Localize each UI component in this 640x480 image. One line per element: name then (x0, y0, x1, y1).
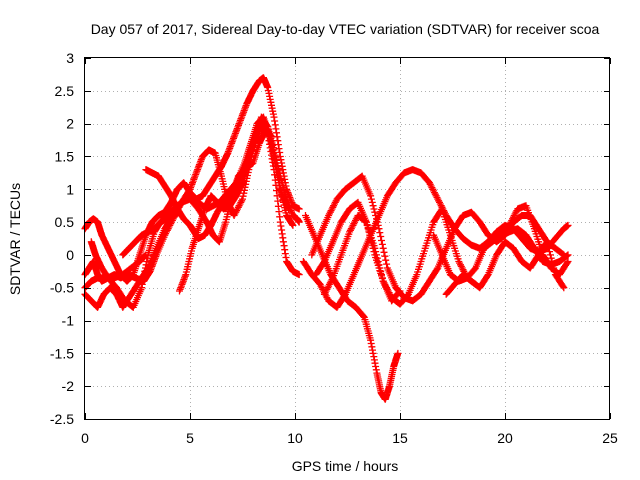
y-tick-label: 2 (66, 116, 74, 132)
series-arc-16 (480, 225, 572, 269)
x-tick-label: 0 (81, 430, 89, 446)
plot-border (84, 57, 610, 420)
y-tick-label: 3 (66, 50, 74, 66)
y-tick-label: -0.5 (50, 280, 74, 296)
series-markers (480, 225, 572, 269)
x-tick-label: 25 (602, 430, 618, 446)
series-arc-13 (320, 212, 404, 305)
x-axis-label: GPS time / hours (292, 458, 399, 474)
y-tick-label: 0 (66, 247, 74, 263)
y-tick-label: -2 (62, 378, 75, 394)
series-markers (320, 212, 404, 305)
y-tick-label: -1.5 (50, 345, 74, 361)
x-tick-label: 5 (186, 430, 194, 446)
x-tick-label: 20 (497, 430, 513, 446)
series-markers (119, 208, 183, 259)
y-tick-label: 1.5 (55, 148, 75, 164)
y-axis-label: SDTVAR / TECUs (7, 183, 23, 295)
x-tick-label: 15 (392, 430, 408, 446)
y-tick-label: 0.5 (55, 214, 75, 230)
series-arc-8 (176, 123, 303, 295)
series-arc-6 (119, 208, 183, 259)
x-tick-label: 10 (287, 430, 303, 446)
y-tick-label: 2.5 (55, 83, 75, 99)
axis-ticks: -2.5 -2 -1.5 -1 -0.5 0 0.5 1 1.5 2 2.5 3 0 5 10 15 20 25 (50, 50, 618, 446)
chart-title: Day 057 of 2017, Sidereal Day-to-day VTE… (91, 21, 600, 37)
y-tick-label: -2.5 (50, 411, 74, 427)
y-tick-label: 1 (66, 181, 74, 197)
series-markers (176, 123, 303, 295)
y-tick-label: -1 (62, 313, 75, 329)
data-marks (81, 74, 572, 403)
